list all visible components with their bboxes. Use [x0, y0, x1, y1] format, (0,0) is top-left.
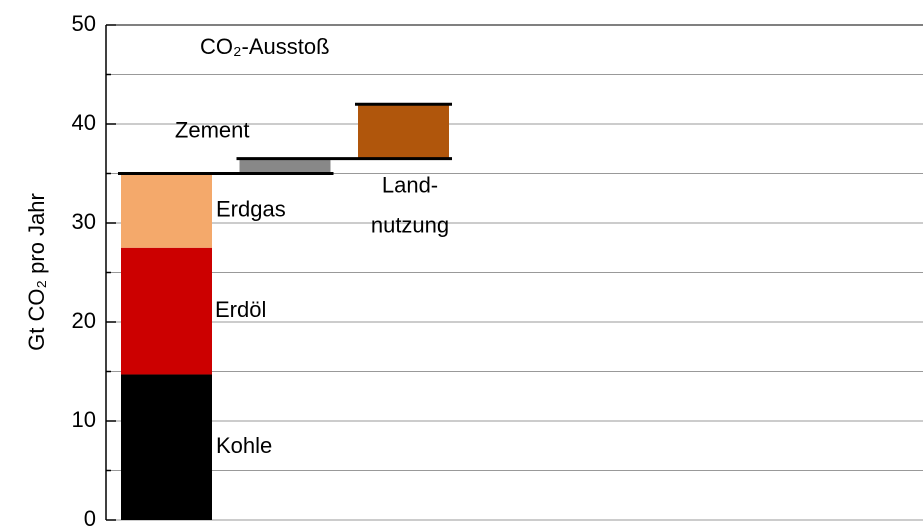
y-tick-label: 20 [72, 308, 96, 333]
segment-label-line: nutzung [371, 212, 449, 237]
y-tick-label: 50 [72, 11, 96, 36]
y-tick-label: 30 [72, 209, 96, 234]
y-axis-label: Gt CO₂ pro Jahr [24, 193, 49, 351]
y-tick-label: 0 [84, 506, 96, 531]
bar-segment [239, 158, 331, 174]
segment-label: Land-nutzung [371, 172, 449, 237]
y-tick-label: 40 [72, 110, 96, 135]
bar-segment [121, 374, 212, 520]
bar-segment [121, 247, 212, 375]
segment-label: Erdöl [215, 297, 266, 322]
segment-label-line: Land- [382, 172, 438, 197]
chart-title: CO₂-Ausstoß [200, 34, 330, 59]
segment-label: Zement [175, 117, 250, 142]
segment-label: Kohle [216, 433, 272, 458]
bar-segment [358, 104, 449, 159]
y-tick-label: 10 [72, 407, 96, 432]
bar-segment [121, 173, 212, 248]
segment-label: Erdgas [216, 196, 286, 221]
